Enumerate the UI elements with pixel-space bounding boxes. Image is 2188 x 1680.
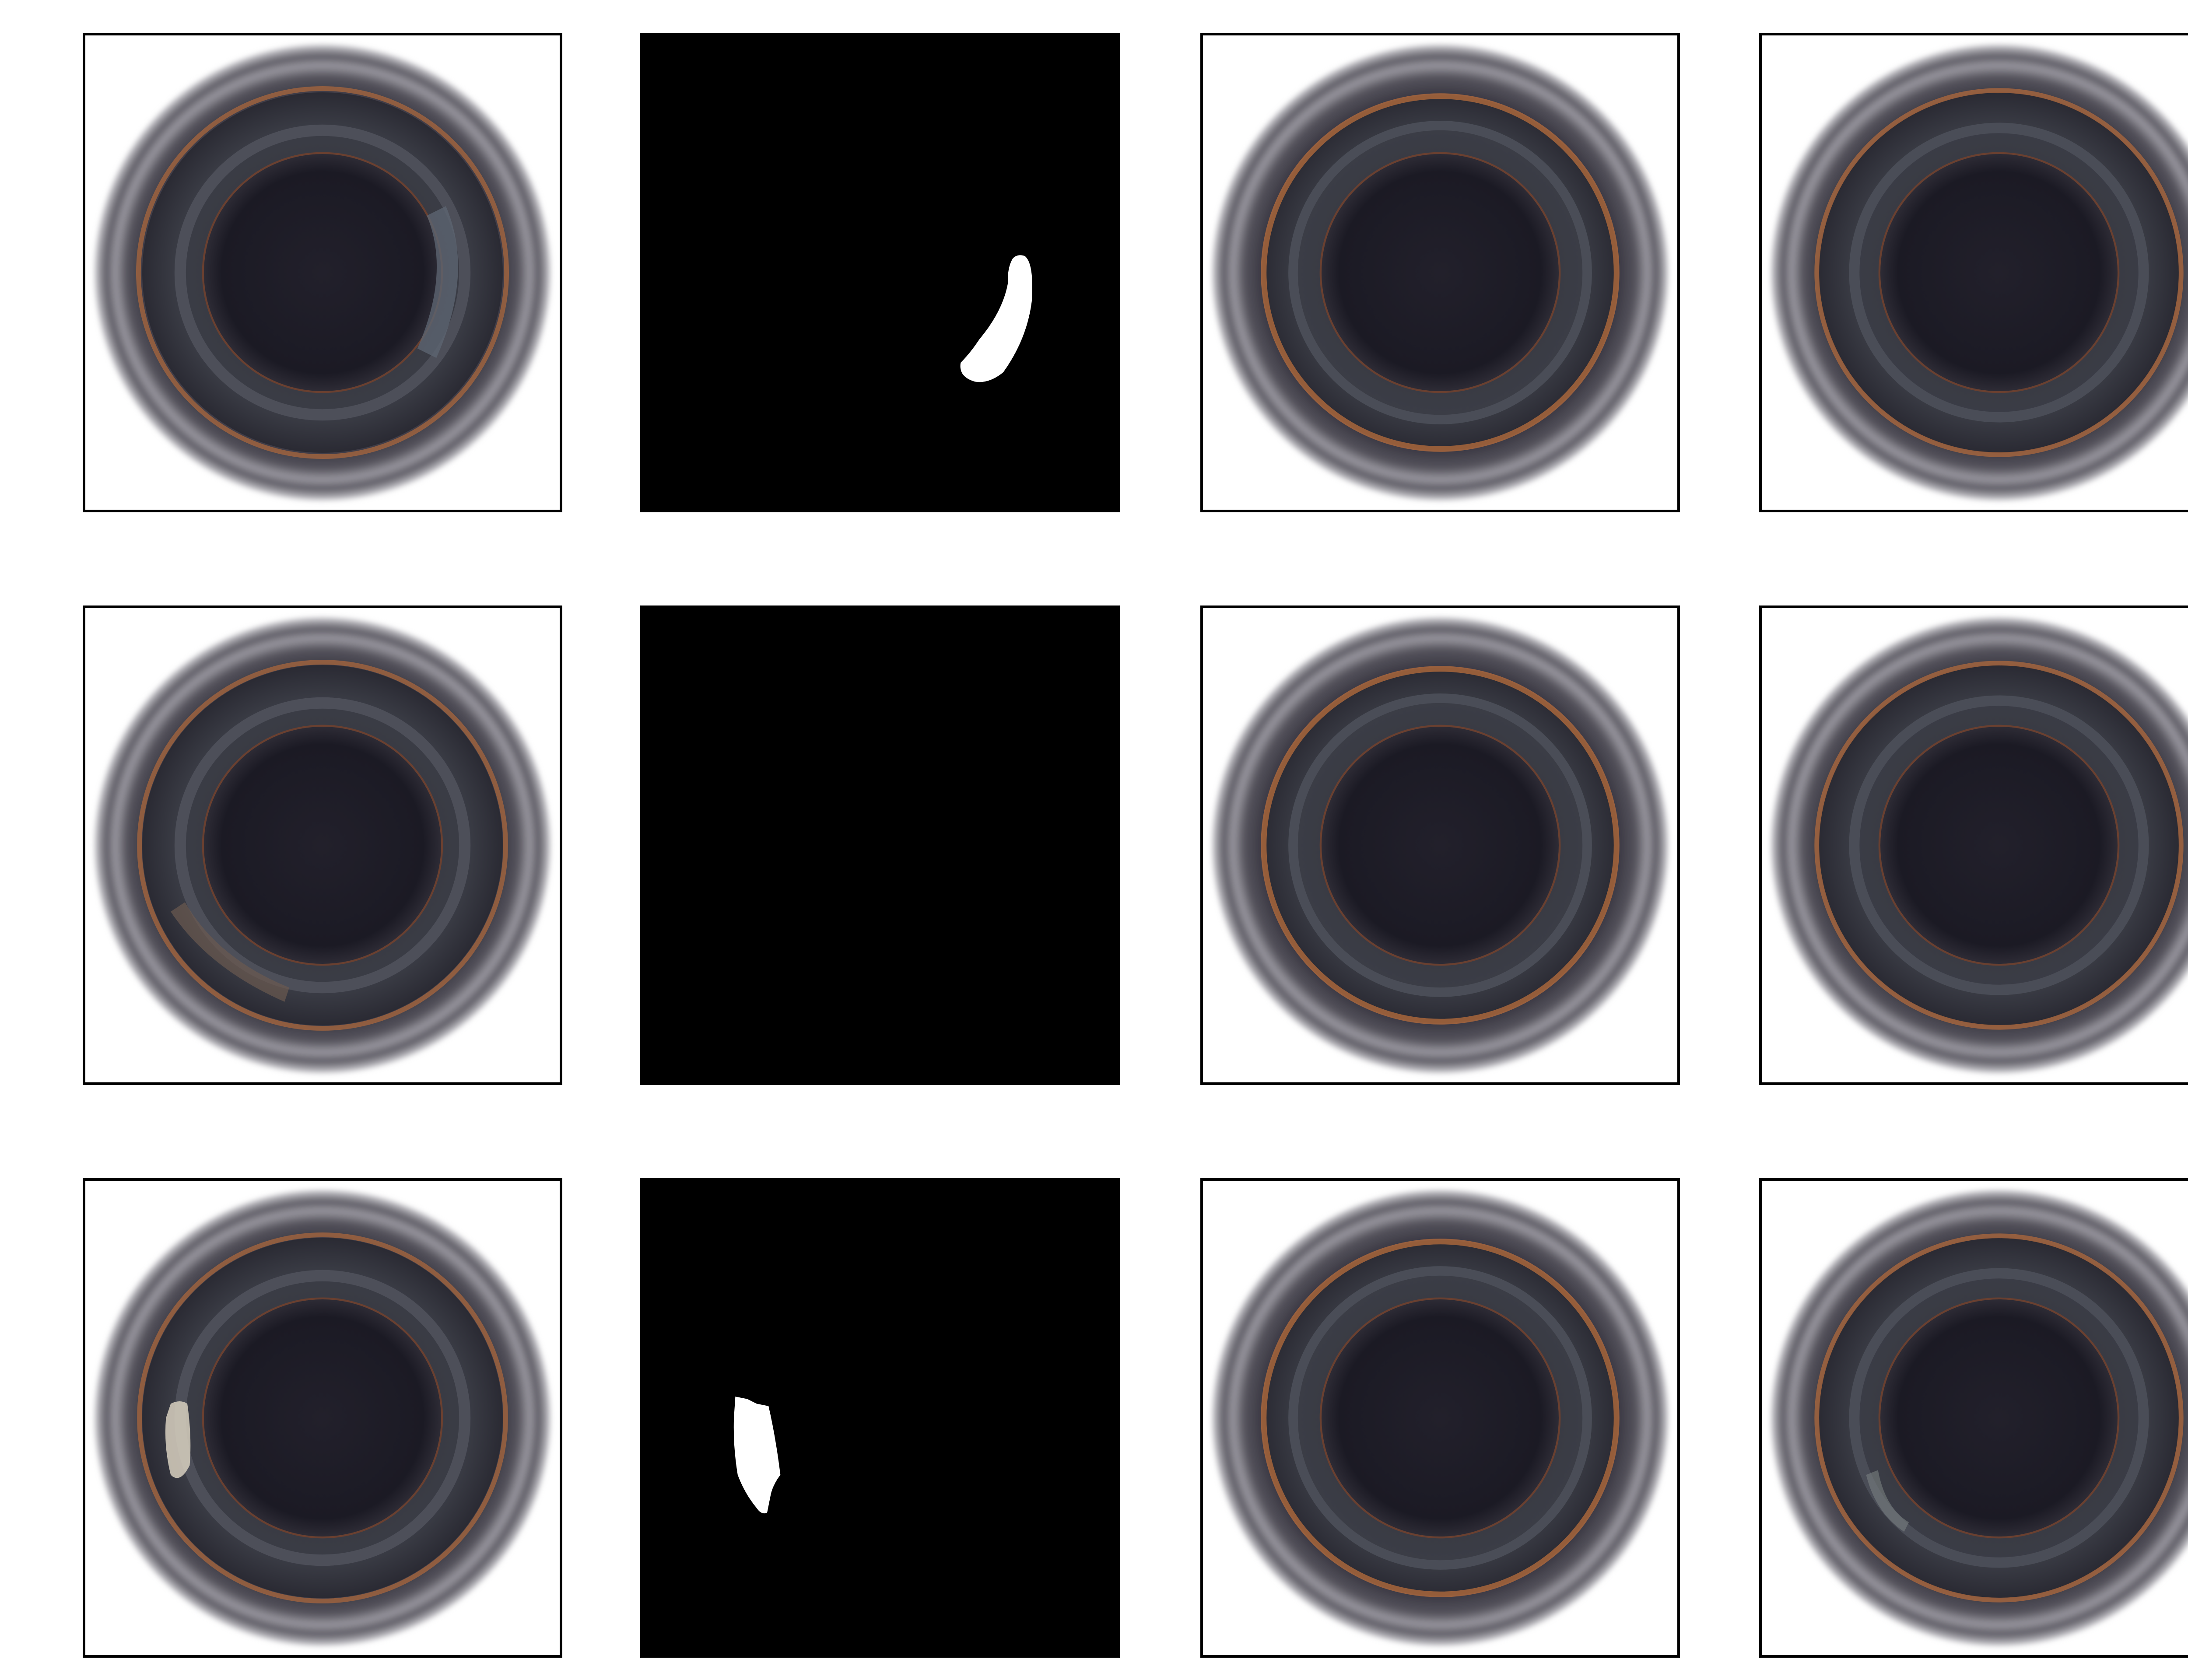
bottle-photo-reconstruction	[1200, 33, 1680, 512]
bottle-photo-reconstruction	[1200, 606, 1680, 1085]
bottle-photo-defect	[83, 33, 562, 512]
defect-mask	[640, 33, 1120, 512]
bottle-photo-defect	[83, 606, 562, 1085]
mask-region	[733, 1396, 781, 1514]
mask-region	[960, 255, 1032, 382]
bottle-photo-reconstruction	[1759, 1178, 2188, 1658]
bottle-photo-reconstruction	[1759, 606, 2188, 1085]
bottle-photo-defect	[83, 1178, 562, 1658]
defect-mask	[640, 1178, 1120, 1658]
bottle-photo-reconstruction	[1759, 33, 2188, 512]
defect-mask	[640, 606, 1120, 1085]
bottle-photo-reconstruction	[1200, 1178, 1680, 1658]
